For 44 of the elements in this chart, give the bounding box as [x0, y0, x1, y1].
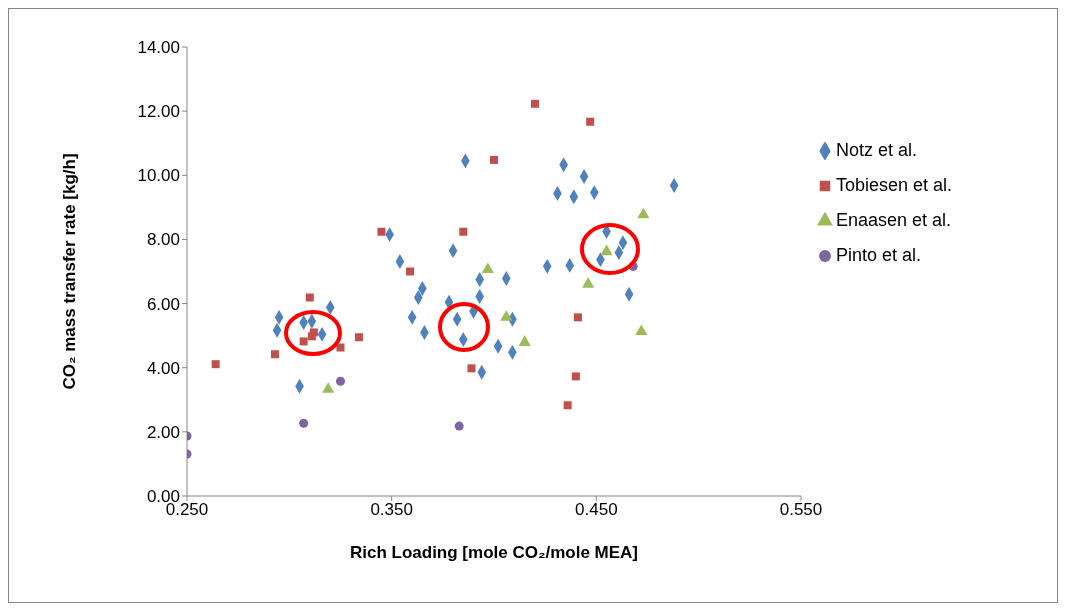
- point: [271, 350, 280, 359]
- y-tick-label: 6.00: [146, 294, 180, 314]
- point: [573, 313, 582, 322]
- point: [454, 421, 464, 431]
- point: [582, 277, 595, 288]
- y-tick-label: 10.00: [137, 166, 180, 186]
- point: [336, 343, 345, 352]
- x-axis-title: Rich Loading [mole CO₂/mole MEA]: [349, 543, 639, 562]
- y-axis-title: CO₂ mass transfer rate [kg/h]: [60, 153, 80, 390]
- legend-label: Notz et al.: [836, 140, 918, 161]
- legend-label: Enaasen et al.: [836, 210, 952, 231]
- point: [335, 376, 346, 386]
- point: [305, 293, 314, 302]
- point: [571, 372, 580, 381]
- point: [354, 333, 363, 342]
- point: [322, 382, 335, 393]
- legend-label: Pinto et al.: [836, 245, 922, 266]
- point: [211, 360, 220, 369]
- point: [586, 117, 595, 126]
- point: [637, 207, 650, 219]
- point: [377, 227, 386, 236]
- x-tick-label: 0.550: [779, 500, 823, 520]
- point: [459, 227, 468, 236]
- x-tick-label: 0.350: [370, 500, 413, 520]
- point: [299, 418, 309, 428]
- y-tick-label: 4.00: [146, 358, 180, 378]
- y-tick-label: 8.00: [146, 230, 180, 250]
- point: [481, 262, 494, 274]
- x-tick-label: 0.450: [575, 500, 618, 520]
- y-tick-label: 12.00: [137, 102, 180, 122]
- point: [563, 401, 572, 410]
- point: [500, 310, 513, 321]
- point: [635, 324, 648, 335]
- legend-label: Tobiesen et al.: [836, 175, 953, 196]
- point: [490, 155, 498, 164]
- y-tick-label: 2.00: [146, 422, 180, 442]
- point: [530, 99, 539, 108]
- y-tick-label: 14.00: [137, 38, 180, 58]
- point: [406, 267, 415, 276]
- point: [467, 364, 476, 373]
- point: [309, 328, 318, 337]
- point: [600, 244, 613, 256]
- point: [518, 335, 531, 346]
- point: [299, 337, 308, 346]
